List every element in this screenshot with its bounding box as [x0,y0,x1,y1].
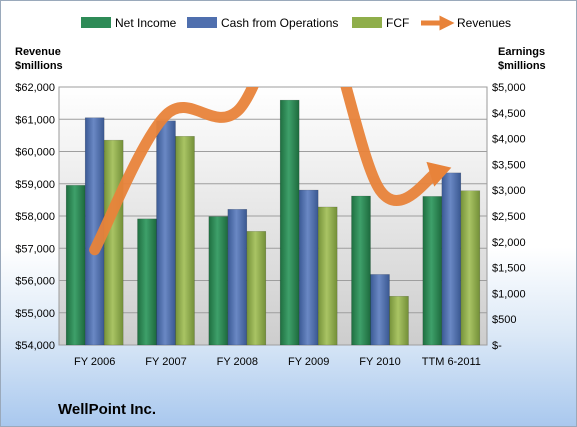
right-tick-label: $500 [492,314,516,326]
left-axis-title-line2: $millions [15,60,63,72]
legend-label-cash-from-operations: Cash from Operations [221,16,338,30]
category-labels: FY 2006 FY 2007 FY 2008 FY 2009 FY 2010 TTM 6… [74,356,481,368]
right-tick-label: $- [492,340,502,352]
revenues-arrowhead [426,161,452,187]
bar-cash-from-operations-ttm-6-2011 [441,172,462,346]
legend-label-net-income: Net Income [115,16,177,30]
category-label: FY 2009 [288,356,329,368]
right-tick-label: $1,000 [492,288,526,300]
right-tick-label: $1,500 [492,263,526,275]
bar-fcf-ttm-6-2011 [460,190,481,346]
bar-net-income-fy-2007 [137,218,157,346]
bar-net-income-fy-2010 [351,195,371,346]
right-tick-label: $5,000 [492,82,526,94]
category-label: FY 2008 [217,356,258,368]
legend-swatch-fcf [352,17,382,28]
gridlines [59,86,487,346]
legend-label-fcf: FCF [386,16,409,30]
category-label: FY 2006 [74,356,115,368]
left-tick-label: $62,000 [15,82,55,94]
category-label: FY 2010 [359,356,400,368]
right-tick-label: $3,500 [492,159,526,171]
bar-fcf-fy-2008 [246,231,267,346]
left-tick-label: $60,000 [15,147,55,159]
revenue-line-group [89,87,452,256]
legend-label-revenues: Revenues [457,16,511,30]
left-tick-label: $54,000 [15,340,55,352]
left-tick-label: $56,000 [15,276,55,288]
bar-cash-from-operations-fy-2008 [227,209,248,346]
bar-cash-from-operations-fy-2010 [370,274,390,346]
legend-swatch-net-income [81,17,111,28]
right-axis-title-line1: Earnings [498,46,545,58]
bar-net-income-fy-2006 [65,185,86,346]
right-tick-label: $2,500 [492,211,526,223]
category-label: TTM 6-2011 [422,356,481,368]
bars [65,99,481,346]
right-tick-label: $4,000 [492,134,526,146]
right-axis-title-line2: $millions [498,60,546,72]
right-tick-label: $2,000 [492,237,526,249]
right-tick-label: $4,500 [492,108,526,120]
bar-cash-from-operations-fy-2007 [156,120,176,346]
bar-cash-from-operations-fy-2009 [298,189,319,346]
revenues-line [89,87,444,256]
left-tick-label: $59,000 [15,179,55,191]
bar-net-income-fy-2008 [208,216,229,346]
bar-fcf-fy-2007 [175,136,195,346]
left-axis-ticks: $62,000 $61,000 $60,000 $59,000 $58,000 $57,0… [15,82,55,352]
left-axis-title-line1: Revenue [15,46,61,58]
left-tick-label: $58,000 [15,211,55,223]
chart-legend: Net Income Cash from Operations FCF Reve… [81,15,511,31]
bar-fcf-fy-2010 [389,295,409,346]
right-tick-label: $3,000 [492,185,526,197]
left-tick-label: $57,000 [15,243,55,255]
bar-net-income-ttm-6-2011 [422,196,443,346]
company-name: WellPoint Inc. [58,401,156,418]
bar-fcf-fy-2006 [103,139,124,346]
right-axis-ticks: $5,000 $4,500 $4,000 $3,500 $3,000 $2,500 $2,0… [492,82,526,352]
legend-swatch-cash-from-operations [187,17,217,28]
bar-fcf-fy-2009 [317,206,338,346]
left-tick-label: $55,000 [15,308,55,320]
category-label: FY 2007 [145,356,186,368]
left-tick-label: $61,000 [15,114,55,126]
bar-net-income-fy-2009 [279,99,300,346]
